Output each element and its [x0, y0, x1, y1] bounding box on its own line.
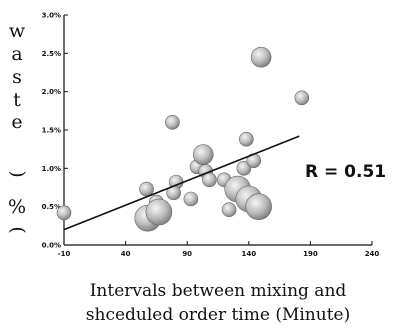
data-point: [202, 172, 217, 188]
data-point: [165, 115, 180, 130]
y-axis-ticks: 0.0% 0.5% 1.0% 1.5% 2.0% 2.5% 3.0%: [42, 12, 68, 250]
data-point: [192, 144, 214, 165]
y-axis-label-char: t: [13, 89, 21, 111]
y-axis-label-char: s: [12, 66, 22, 88]
x-tick-label: 240: [365, 250, 380, 258]
data-point: [139, 181, 154, 197]
y-axis-label-char: (: [6, 170, 28, 177]
y-tick-label: 2.5%: [42, 50, 61, 58]
y-tick-label: 0.5%: [42, 203, 61, 211]
data-point: [221, 202, 237, 218]
correlation-annotation: R = 0.51: [305, 162, 386, 182]
y-axis-label-char: w: [9, 20, 26, 42]
x-axis-ticks: -10 40 90 140 190 240: [58, 241, 380, 258]
x-tick-label: 140: [241, 250, 256, 258]
x-axis-label-line-1: Intervals between mixing and: [90, 281, 347, 301]
data-point: [145, 198, 173, 226]
y-axis-label-char: ): [6, 226, 28, 233]
y-tick-label: 3.0%: [42, 12, 61, 20]
y-tick-label: 2.0%: [42, 88, 61, 96]
x-axis-label-line-2: shceduled order time (Minute): [86, 305, 350, 325]
y-tick-label: 1.0%: [42, 165, 61, 173]
x-tick-label: 90: [182, 250, 192, 258]
x-tick-label: 40: [121, 250, 131, 258]
y-axis-label-char: %: [8, 196, 26, 218]
y-axis-label-char: e: [11, 111, 22, 133]
y-axis-label-char: a: [11, 43, 22, 65]
data-point: [294, 90, 310, 106]
data-point: [250, 46, 272, 68]
data-point: [56, 205, 72, 221]
data-point: [236, 161, 252, 176]
data-point: [239, 131, 254, 147]
y-tick-label: 1.5%: [42, 127, 61, 135]
data-point: [183, 191, 199, 207]
trend-line: [63, 135, 300, 231]
y-tick-label: 0.0%: [42, 242, 61, 250]
data-points: [56, 46, 310, 232]
data-point: [245, 193, 272, 220]
x-tick-label: -10: [58, 250, 71, 258]
x-tick-label: 190: [303, 250, 318, 258]
